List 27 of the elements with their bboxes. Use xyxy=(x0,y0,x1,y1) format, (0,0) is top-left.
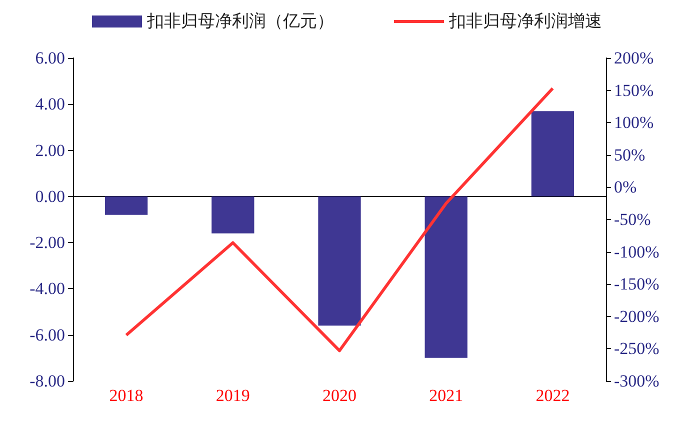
y2-tick-label: -200% xyxy=(614,306,660,326)
x-tick-label: 2019 xyxy=(216,386,250,405)
y-tick-label: 0.00 xyxy=(35,186,65,206)
y-tick-label: -6.00 xyxy=(30,325,65,344)
y2-tick-label: 50% xyxy=(614,145,646,164)
y-tick-label: -2.00 xyxy=(30,233,65,252)
y2-tick-label: -150% xyxy=(614,274,660,294)
x-tick-label: 2021 xyxy=(429,386,464,405)
y2-tick-label: 100% xyxy=(614,113,654,132)
x-tick-label: 2020 xyxy=(322,386,356,405)
line-series xyxy=(124,86,554,352)
y-tick-label: -4.00 xyxy=(30,279,65,298)
y-tick-label: 2.00 xyxy=(35,140,65,160)
legend-label: 扣非归母净利润增速 xyxy=(448,12,602,32)
y2-tick-label: -300% xyxy=(614,372,660,390)
y2-tick-label: -100% xyxy=(614,242,660,262)
y2-tick-label: -50% xyxy=(614,210,651,229)
x-tick-label: 2018 xyxy=(109,386,144,405)
y-tick-label: -8.00 xyxy=(30,372,65,390)
y2-tick-label: 200% xyxy=(614,48,654,68)
x-tick-label: 2022 xyxy=(536,386,570,405)
y2-tick-label: 150% xyxy=(614,80,654,100)
y2-tick-label: 0% xyxy=(614,178,637,197)
y-tick-label: 6.00 xyxy=(35,48,65,68)
y-tick-label: 4.00 xyxy=(35,94,65,114)
y2-tick-label: -250% xyxy=(614,339,660,358)
legend-label: 扣非归母净利润（亿元） xyxy=(146,12,334,32)
